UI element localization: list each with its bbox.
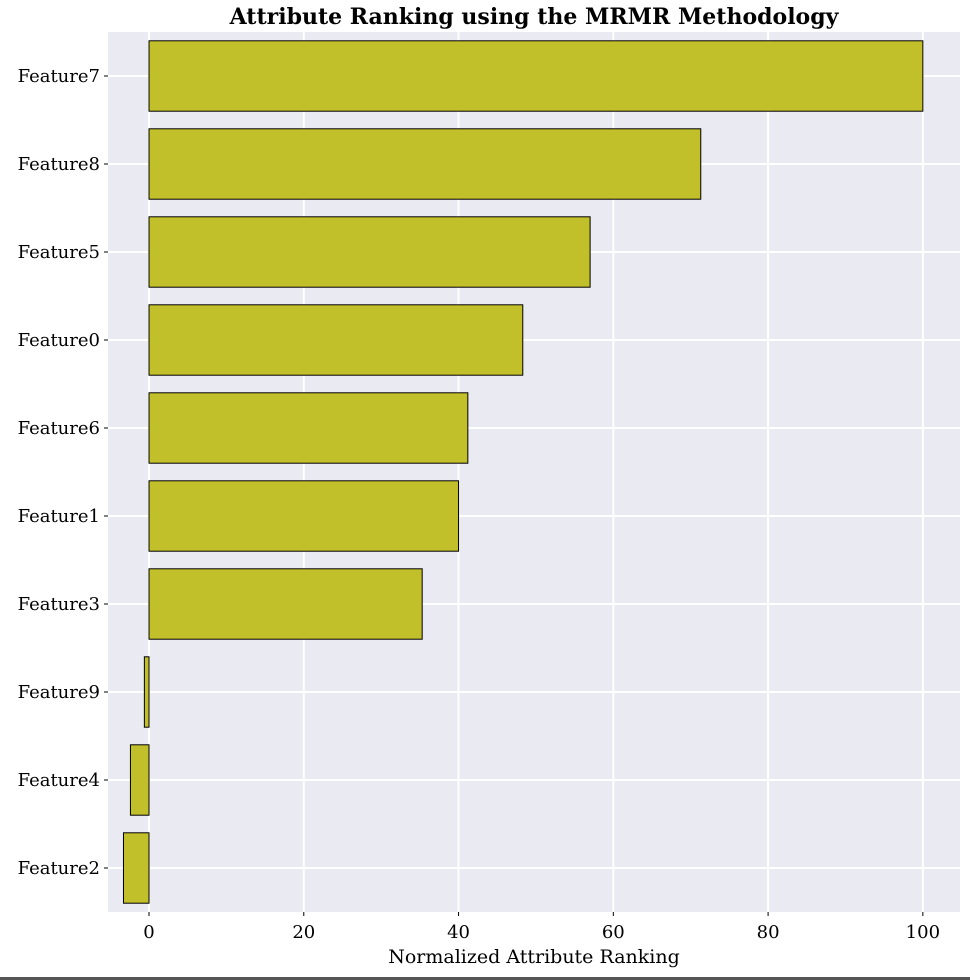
bottom-rule (0, 977, 970, 980)
y-tick-label: Feature7 (18, 66, 100, 87)
x-tick-label: 100 (906, 922, 940, 943)
bars (122, 40, 924, 904)
y-axis-ticks: Feature7 Feature8 Feature5 Feature0 Feature6… (18, 66, 108, 879)
bar-feature1 (148, 480, 460, 552)
y-tick-label: Feature4 (18, 770, 100, 791)
y-tick-label: Feature9 (18, 682, 100, 703)
y-tick-label: Feature8 (18, 154, 100, 175)
bar-feature8 (148, 128, 702, 200)
y-tick-label: Feature3 (18, 594, 100, 615)
chart-title: Attribute Ranking using the MRMR Methodo… (229, 4, 840, 30)
bar-feature7 (148, 40, 924, 112)
bar-feature6 (148, 392, 469, 464)
x-tick-label: 40 (447, 922, 470, 943)
bar-feature0 (148, 304, 524, 376)
x-tick-label: 0 (143, 922, 154, 943)
bar-feature5 (148, 216, 591, 288)
x-axis-label: Normalized Attribute Ranking (388, 946, 680, 968)
bar-feature9 (143, 656, 150, 728)
y-tick-label: Feature0 (18, 330, 100, 351)
bar-feature4 (129, 744, 150, 816)
y-tick-label: Feature5 (18, 242, 100, 263)
x-tick-label: 60 (602, 922, 625, 943)
x-axis-ticks: 0 20 40 60 80 100 (143, 912, 940, 943)
bar-feature2 (122, 832, 150, 904)
x-tick-label: 80 (757, 922, 780, 943)
y-tick-label: Feature1 (18, 506, 100, 527)
x-tick-label: 20 (292, 922, 315, 943)
y-tick-label: Feature2 (18, 858, 100, 879)
y-tick-label: Feature6 (18, 418, 100, 439)
bar-feature3 (148, 568, 423, 640)
